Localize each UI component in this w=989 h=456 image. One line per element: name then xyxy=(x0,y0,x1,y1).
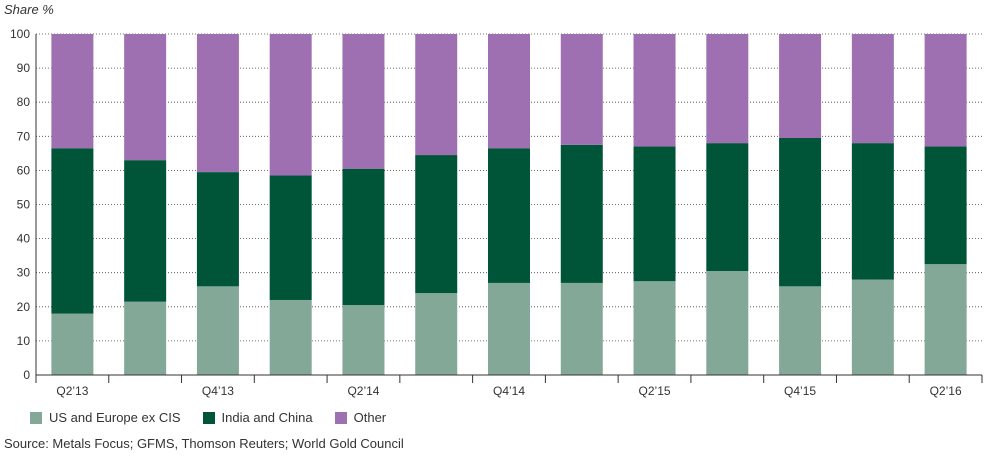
bar-segment xyxy=(124,34,167,161)
bar-segment xyxy=(415,34,458,156)
bar-segment xyxy=(51,148,94,314)
x-tick-label: Q2’13 xyxy=(56,384,88,398)
y-axis-label: Share % xyxy=(4,2,54,17)
bar-segment xyxy=(269,175,312,300)
bar-segment xyxy=(488,148,530,283)
bar-segment xyxy=(779,34,822,139)
bar-segment xyxy=(633,146,676,282)
legend-item-india-china: India and China xyxy=(202,410,313,425)
y-tick-label: 0 xyxy=(23,368,30,382)
stacked-bar-chart: 0 10 20 30 40 50 60 70 80 90 100 Q2’13 Q4’13 Q2’14 Q4’… xyxy=(10,27,983,398)
y-tick-label: 70 xyxy=(17,129,31,143)
bar-segment xyxy=(488,282,530,375)
bar-segment xyxy=(560,34,603,145)
legend-item-us-europe: US and Europe ex CIS xyxy=(30,410,181,425)
x-tick-label: Q4’14 xyxy=(493,384,525,398)
bar-segment xyxy=(851,143,894,280)
bar-segment xyxy=(124,301,167,375)
y-tick-label: 20 xyxy=(17,300,31,314)
bar-segment xyxy=(124,160,167,302)
bar-segment xyxy=(342,34,385,169)
y-tick-label: 90 xyxy=(17,61,31,75)
bar-segment xyxy=(415,293,458,375)
bar-segment xyxy=(269,34,312,176)
bar-segment xyxy=(706,34,749,144)
bar-segment xyxy=(779,138,822,287)
legend-label-india-china: India and China xyxy=(221,410,313,425)
bar-segment xyxy=(196,172,239,287)
y-tick-label: 40 xyxy=(17,232,31,246)
legend-label-us-europe: US and Europe ex CIS xyxy=(49,410,181,425)
bar-segment xyxy=(851,34,894,144)
y-tick-label: 60 xyxy=(17,163,31,177)
bar-segment xyxy=(415,155,458,294)
legend-swatch-us-europe xyxy=(30,411,42,424)
bar-segment xyxy=(633,34,676,147)
bar-segment xyxy=(51,34,94,149)
bar-segment xyxy=(706,270,749,375)
x-tick-label: Q2’14 xyxy=(347,384,379,398)
x-tick-label: Q4’13 xyxy=(202,384,234,398)
source-note: Source: Metals Focus; GFMS, Thomson Reut… xyxy=(4,436,404,451)
bar-segment xyxy=(488,34,530,149)
y-tick-label: 30 xyxy=(17,266,31,280)
bar-segment xyxy=(779,286,822,375)
x-tick-label: Q2’16 xyxy=(930,384,962,398)
y-tick-label: 50 xyxy=(17,198,31,212)
x-tick-label: Q2’15 xyxy=(639,384,671,398)
legend-swatch-other xyxy=(334,411,347,424)
bar-segment xyxy=(560,144,603,283)
bar-segment xyxy=(851,279,894,375)
bar-segment xyxy=(924,146,967,265)
legend-item-other: Other xyxy=(334,410,387,425)
bar-segment xyxy=(924,34,967,147)
legend-label-other: Other xyxy=(353,410,387,425)
y-tick-label: 80 xyxy=(17,95,31,109)
bar-segment xyxy=(269,299,312,375)
bar-segment xyxy=(196,286,239,375)
legend-swatch-india-china xyxy=(202,411,215,424)
bar-segment xyxy=(342,305,385,375)
y-tick-label: 100 xyxy=(10,27,30,41)
bar-segment xyxy=(706,143,749,271)
legend: US and Europe ex CIS India and China Oth… xyxy=(30,410,386,425)
bar-segment xyxy=(924,264,967,375)
bar-segment xyxy=(560,282,603,375)
y-tick-label: 10 xyxy=(17,334,31,348)
bar-segment xyxy=(633,281,676,375)
bar-segment xyxy=(196,34,239,173)
bar-segment xyxy=(342,168,385,306)
bar-segment xyxy=(51,313,94,375)
x-tick-label: Q4’15 xyxy=(784,384,816,398)
